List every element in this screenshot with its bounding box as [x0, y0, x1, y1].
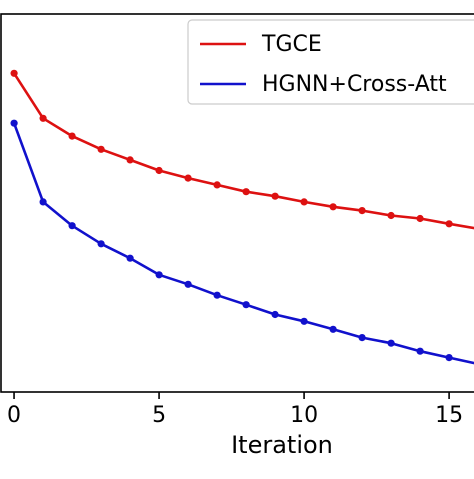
data-point: [388, 212, 395, 219]
data-point: [359, 207, 366, 214]
data-point: [272, 193, 279, 200]
data-point: [69, 222, 76, 229]
data-point: [301, 318, 308, 325]
data-point: [127, 255, 134, 262]
data-point: [40, 115, 47, 122]
x-tick-label: 15: [435, 403, 463, 428]
series-line-1: [14, 123, 474, 364]
legend-label-tgce: TGCE: [261, 32, 322, 57]
data-point: [11, 70, 18, 77]
data-point: [243, 188, 250, 195]
data-point: [243, 301, 250, 308]
data-point: [98, 240, 105, 247]
data-point: [330, 326, 337, 333]
data-point: [69, 133, 76, 140]
data-point: [214, 292, 221, 299]
x-axis-ticks: 0 5 10 15: [7, 392, 463, 428]
series-layer: [11, 70, 474, 368]
data-point: [446, 354, 453, 361]
data-point: [185, 281, 192, 288]
data-point: [446, 220, 453, 227]
data-point: [40, 198, 47, 205]
data-point: [417, 215, 424, 222]
data-point: [11, 120, 18, 127]
data-point: [272, 311, 279, 318]
data-point: [127, 156, 134, 163]
data-point: [156, 167, 163, 174]
data-point: [98, 146, 105, 153]
series-1: [11, 120, 474, 368]
data-point: [185, 175, 192, 182]
legend: TGCE HGNN+Cross-Att: [188, 20, 474, 104]
data-point: [359, 334, 366, 341]
x-axis-label: Iteration: [231, 431, 333, 459]
data-point: [301, 198, 308, 205]
x-tick-label: 10: [290, 403, 318, 428]
x-tick-label: 5: [152, 403, 166, 428]
data-point: [156, 271, 163, 278]
data-point: [417, 348, 424, 355]
legend-label-hgnn-cross-att: HGNN+Cross-Att: [262, 72, 447, 97]
x-tick-label: 0: [7, 403, 21, 428]
data-point: [388, 340, 395, 347]
data-point: [214, 181, 221, 188]
data-point: [330, 203, 337, 210]
